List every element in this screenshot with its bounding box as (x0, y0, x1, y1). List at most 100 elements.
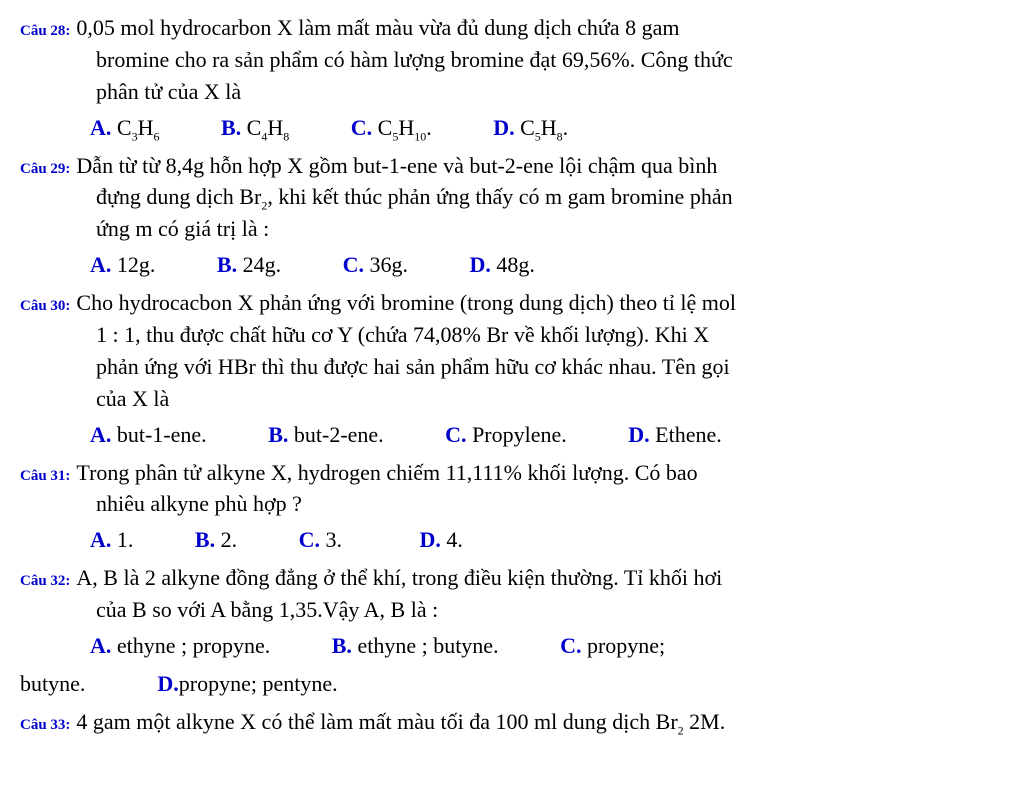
option: D.propyne; pentyne. (157, 671, 337, 696)
option-letter: C. (343, 252, 364, 277)
option-letter: A. (90, 115, 111, 140)
option-letter: C. (299, 527, 320, 552)
question-line: của X là (20, 383, 991, 415)
question-line: Câu 31: Trong phân tử alkyne X, hydrogen … (20, 457, 991, 489)
question-28: Câu 28: 0,05 mol hydrocarbon X làm mất mà… (20, 12, 991, 108)
question-line: Câu 30: Cho hydrocacbon X phản ứng với br… (20, 287, 991, 319)
options-row-2: butyne. D.propyne; pentyne. (20, 668, 991, 700)
option: A. 12g. (90, 252, 155, 277)
option: A. 1. (90, 527, 133, 552)
question-label: Câu 32: (20, 573, 70, 589)
option-letter: D. (628, 422, 649, 447)
question-text: 0,05 mol hydrocarbon X làm mất màu vừa đ… (76, 15, 679, 40)
question-33: Câu 33: 4 gam một alkyne X có thể làm mất… (20, 706, 991, 738)
question-text: 4 gam một alkyne X có thể làm mất màu tố… (76, 709, 725, 734)
document-root: Câu 28: 0,05 mol hydrocarbon X làm mất mà… (20, 12, 991, 738)
question-line: của B so với A bằng 1,35.Vậy A, B là : (20, 594, 991, 626)
option: D. 4. (419, 527, 462, 552)
question-label: Câu 30: (20, 298, 70, 314)
question-line: phản ứng với HBr thì thu được hai sản ph… (20, 351, 991, 383)
question-text: A, B là 2 alkyne đồng đẳng ở thể khí, tr… (76, 565, 722, 590)
question-line: nhiêu alkyne phù hợp ? (20, 488, 991, 520)
options-row: A. but-1-ene. B. but-2-ene. C. Propylene… (90, 419, 991, 451)
option-letter: A. (90, 633, 111, 658)
question-31: Câu 31: Trong phân tử alkyne X, hydrogen … (20, 457, 991, 521)
option-text: 24g. (243, 252, 282, 277)
option-text: 2. (221, 527, 238, 552)
option-letter: B. (268, 422, 288, 447)
options-row: A. 12g. B. 24g. C. 36g. D. 48g. (90, 249, 991, 281)
option: A. ethyne ; propyne. (90, 633, 270, 658)
question-29: Câu 29: Dẫn từ từ 8,4g hỗn hợp X gồm but-… (20, 150, 991, 246)
option-letter: B. (217, 252, 237, 277)
option-text-continuation: butyne. (20, 671, 85, 696)
option: C. 3. (299, 527, 342, 552)
option-text: but-2-ene. (294, 422, 384, 447)
question-label: Câu 28: (20, 23, 70, 39)
question-line: Câu 28: 0,05 mol hydrocarbon X làm mất mà… (20, 12, 991, 44)
option-text: Ethene. (655, 422, 722, 447)
option-letter: B. (195, 527, 215, 552)
option-letter: A. (90, 252, 111, 277)
option-text: Propylene. (472, 422, 567, 447)
option-text: C5H8. (520, 115, 568, 140)
option-text: ethyne ; butyne. (357, 633, 498, 658)
question-line: ứng m có giá trị là : (20, 213, 991, 245)
options-row: A. ethyne ; propyne. B. ethyne ; butyne.… (90, 630, 991, 662)
options-row: A. C3H6 B. C4H8 C. C5H10. D. C5H8. (90, 112, 991, 144)
option-letter: D. (419, 527, 440, 552)
option-letter: D. (157, 671, 178, 696)
option: B. C4H8 (221, 115, 289, 140)
option-text: 1. (117, 527, 134, 552)
option-letter: A. (90, 422, 111, 447)
option-text: C4H8 (247, 115, 290, 140)
question-line: bromine cho ra sản phẩm có hàm lượng bro… (20, 44, 991, 76)
option: C. 36g. (343, 252, 408, 277)
option-text: ethyne ; propyne. (117, 633, 270, 658)
option-letter: D. (469, 252, 490, 277)
option-text: propyne; pentyne. (179, 671, 338, 696)
option-text: but-1-ene. (117, 422, 207, 447)
option: B. 24g. (217, 252, 281, 277)
option: C. propyne; (560, 633, 665, 658)
question-30: Câu 30: Cho hydrocacbon X phản ứng với br… (20, 287, 991, 415)
option: D. 48g. (469, 252, 534, 277)
question-label: Câu 31: (20, 468, 70, 484)
option-letter: B. (221, 115, 241, 140)
option-text: C5H10. (378, 115, 432, 140)
question-text: Cho hydrocacbon X phản ứng với bromine (… (76, 290, 736, 315)
option-letter: C. (351, 115, 372, 140)
option-text: 3. (325, 527, 342, 552)
option-text: 36g. (369, 252, 408, 277)
option: A. but-1-ene. (90, 422, 207, 447)
question-line: Câu 33: 4 gam một alkyne X có thể làm mất… (20, 706, 991, 738)
option-text: propyne; (587, 633, 665, 658)
option: A. C3H6 (90, 115, 159, 140)
question-line: Câu 29: Dẫn từ từ 8,4g hỗn hợp X gồm but-… (20, 150, 991, 182)
option: D. Ethene. (628, 422, 721, 447)
option: B. 2. (195, 527, 237, 552)
option: B. ethyne ; butyne. (332, 633, 499, 658)
option-letter: B. (332, 633, 352, 658)
question-line: 1 : 1, thu được chất hữu cơ Y (chứa 74,0… (20, 319, 991, 351)
question-label: Câu 29: (20, 161, 70, 177)
option-text: 12g. (117, 252, 156, 277)
option-text: C3H6 (117, 115, 160, 140)
option-text: 4. (446, 527, 463, 552)
option: C. Propylene. (445, 422, 567, 447)
option-letter: C. (560, 633, 581, 658)
option-letter: C. (445, 422, 466, 447)
options-row: A. 1. B. 2. C. 3. D. 4. (90, 524, 991, 556)
option-letter: A. (90, 527, 111, 552)
question-line: Câu 32: A, B là 2 alkyne đồng đẳng ở thể … (20, 562, 991, 594)
question-line: đựng dung dịch Br2, khi kết thúc phản ứn… (20, 181, 991, 213)
question-label: Câu 33: (20, 717, 70, 733)
option: C. C5H10. (351, 115, 432, 140)
option-letter: D. (493, 115, 514, 140)
question-line: phân tử của X là (20, 76, 991, 108)
option-text: 48g. (496, 252, 535, 277)
question-32: Câu 32: A, B là 2 alkyne đồng đẳng ở thể … (20, 562, 991, 626)
question-text: Dẫn từ từ 8,4g hỗn hợp X gồm but-1-ene v… (76, 153, 717, 178)
option: B. but-2-ene. (268, 422, 383, 447)
question-text: Trong phân tử alkyne X, hydrogen chiếm 1… (76, 460, 697, 485)
